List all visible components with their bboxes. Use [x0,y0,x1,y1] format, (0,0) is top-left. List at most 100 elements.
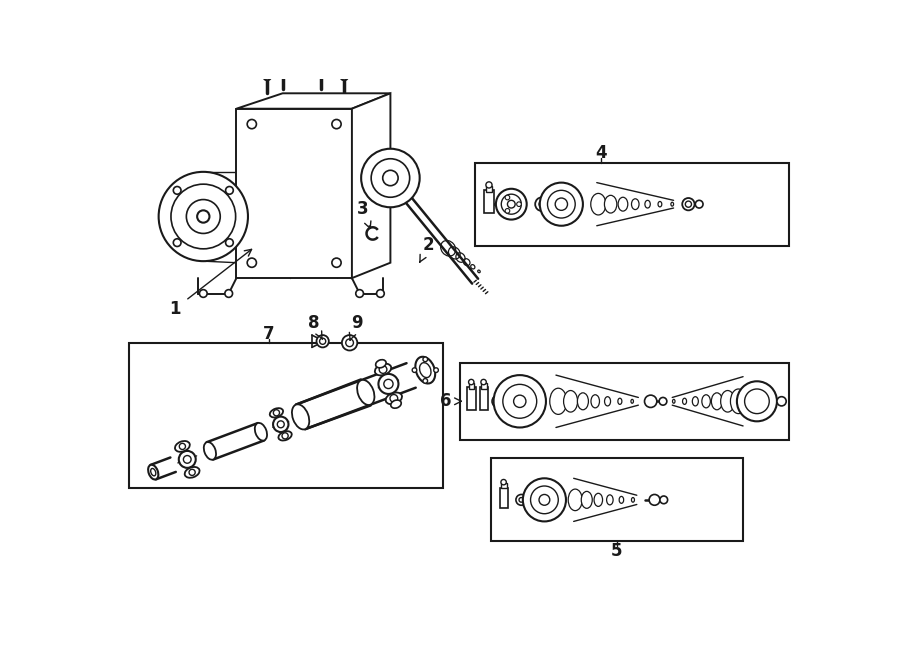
Ellipse shape [550,388,567,414]
Ellipse shape [594,493,603,506]
Circle shape [248,258,256,267]
Ellipse shape [184,467,200,478]
Ellipse shape [150,469,156,476]
Ellipse shape [632,498,634,502]
Circle shape [226,239,233,246]
Circle shape [517,202,521,207]
Circle shape [342,335,357,350]
Circle shape [519,498,524,502]
Circle shape [320,338,326,344]
Bar [484,190,493,213]
Ellipse shape [415,357,436,383]
Ellipse shape [292,404,310,430]
Circle shape [486,182,492,188]
Circle shape [197,211,210,222]
Circle shape [174,239,181,246]
Polygon shape [237,93,391,109]
Ellipse shape [692,397,698,406]
Circle shape [376,290,384,297]
Ellipse shape [721,391,734,412]
Circle shape [685,201,691,207]
Bar [475,163,789,246]
Polygon shape [237,109,352,278]
Circle shape [644,395,657,407]
Circle shape [273,416,289,432]
Circle shape [171,184,236,249]
Ellipse shape [711,393,723,410]
Ellipse shape [581,491,592,508]
Circle shape [423,357,428,361]
Circle shape [539,201,545,207]
Circle shape [496,189,526,220]
Circle shape [277,421,284,428]
Ellipse shape [375,363,392,375]
Circle shape [503,385,536,418]
Circle shape [179,451,195,468]
Text: 7: 7 [263,324,274,342]
Circle shape [186,199,220,234]
Text: 4: 4 [596,144,608,162]
Ellipse shape [607,495,613,505]
Bar [486,186,492,192]
Circle shape [423,379,428,383]
Circle shape [390,395,398,402]
Circle shape [493,375,546,428]
Circle shape [777,397,787,406]
Ellipse shape [658,201,662,207]
Circle shape [318,69,325,76]
Circle shape [523,479,566,522]
Circle shape [225,290,232,297]
Circle shape [274,410,280,416]
Circle shape [744,389,770,414]
Circle shape [412,368,417,373]
Bar [460,363,789,440]
Bar [500,487,508,508]
Bar [491,458,743,542]
Ellipse shape [632,199,639,210]
Bar [501,483,507,489]
Ellipse shape [590,193,606,215]
Circle shape [555,198,568,211]
Circle shape [346,339,354,347]
Polygon shape [352,93,391,278]
Ellipse shape [645,201,651,208]
Circle shape [158,172,248,261]
Ellipse shape [386,393,402,404]
Ellipse shape [578,393,589,410]
Circle shape [492,395,504,407]
Bar [480,387,488,410]
Text: 1: 1 [169,250,252,318]
Circle shape [189,469,195,475]
Circle shape [340,73,348,80]
Circle shape [696,201,703,208]
Ellipse shape [255,423,267,441]
Ellipse shape [618,399,622,404]
Ellipse shape [619,496,624,503]
Text: 5: 5 [611,542,623,559]
Circle shape [547,190,575,218]
Ellipse shape [175,441,190,452]
Ellipse shape [203,442,216,459]
Circle shape [226,187,233,194]
Bar [469,383,474,389]
Circle shape [382,170,398,186]
Ellipse shape [375,359,386,368]
Ellipse shape [618,197,628,211]
Circle shape [660,496,668,504]
Circle shape [379,365,387,373]
Circle shape [371,159,410,197]
Circle shape [682,198,695,211]
Circle shape [174,187,181,194]
Circle shape [539,495,550,505]
Circle shape [469,379,474,385]
Circle shape [434,368,438,373]
Circle shape [649,495,660,505]
Circle shape [514,395,526,407]
Circle shape [248,119,256,128]
Ellipse shape [605,195,617,213]
Circle shape [516,495,526,505]
Ellipse shape [682,399,687,404]
Ellipse shape [702,395,710,408]
Text: 8: 8 [308,314,322,340]
Circle shape [536,197,549,211]
